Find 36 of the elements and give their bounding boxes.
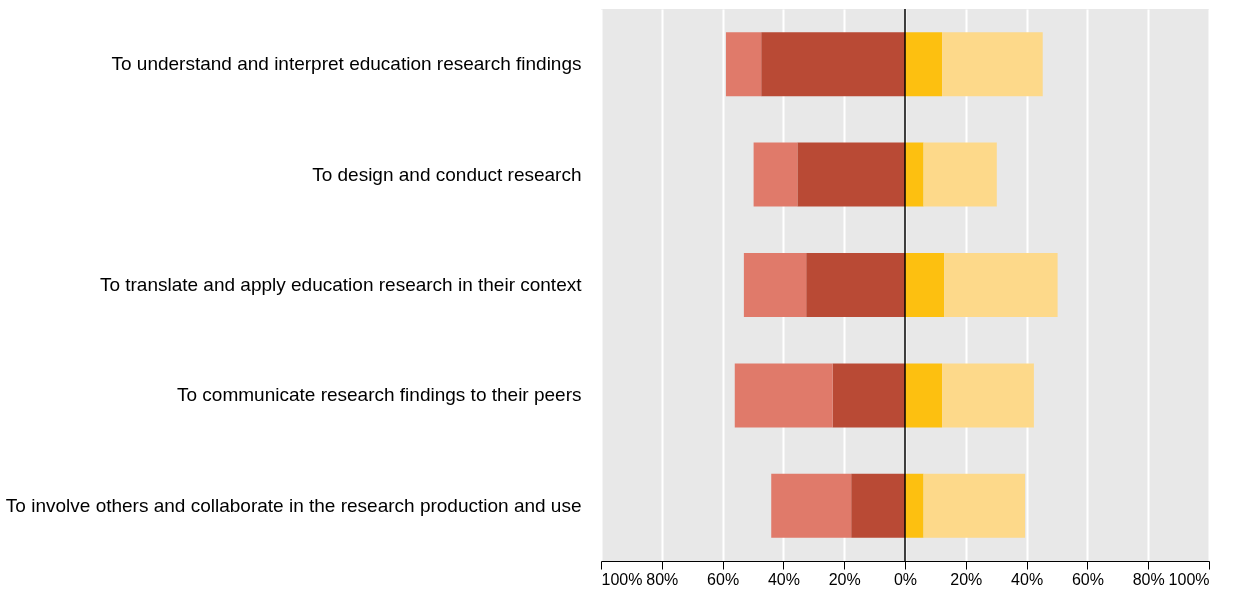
x-tick-label: 100% — [1168, 570, 1210, 588]
bar — [753, 142, 798, 207]
bar — [725, 32, 762, 97]
x-tick-label: 80% — [1132, 570, 1165, 588]
bar — [743, 252, 807, 318]
bar — [734, 363, 833, 428]
x-tick-label: 20% — [950, 570, 983, 588]
bar — [942, 32, 1043, 97]
y-tick-label: To involve others and collaborate in the research production and use — [5, 494, 582, 516]
bar — [761, 32, 905, 97]
bar — [905, 252, 945, 318]
y-tick-label: To design and conduct research — [312, 163, 582, 185]
bar — [942, 363, 1034, 428]
bar — [905, 363, 943, 428]
bar — [771, 473, 852, 538]
bar — [905, 473, 924, 538]
x-tick-label: 100% — [601, 570, 643, 588]
y-tick-label: To communicate research findings to their peers — [177, 384, 582, 406]
x-tick-label: 60% — [707, 570, 740, 588]
x-tick-label: 60% — [1071, 570, 1104, 588]
y-tick-label: To translate and apply education research in their context — [99, 274, 583, 295]
x-tick-label: 20% — [828, 570, 861, 588]
x-tick-label: 0% — [893, 570, 918, 588]
bar — [905, 32, 943, 97]
bar — [806, 252, 905, 318]
bar — [905, 142, 924, 207]
bar — [944, 252, 1058, 318]
x-tick-label: 40% — [1011, 570, 1044, 588]
x-tick-label: 80% — [646, 570, 679, 588]
y-tick-label: To understand and interpret education research findings — [111, 53, 582, 75]
x-tick-label: 40% — [767, 570, 800, 588]
bar — [797, 142, 905, 207]
bar — [923, 142, 997, 207]
bar — [832, 363, 905, 428]
bar — [851, 473, 905, 538]
bar — [923, 473, 1026, 538]
